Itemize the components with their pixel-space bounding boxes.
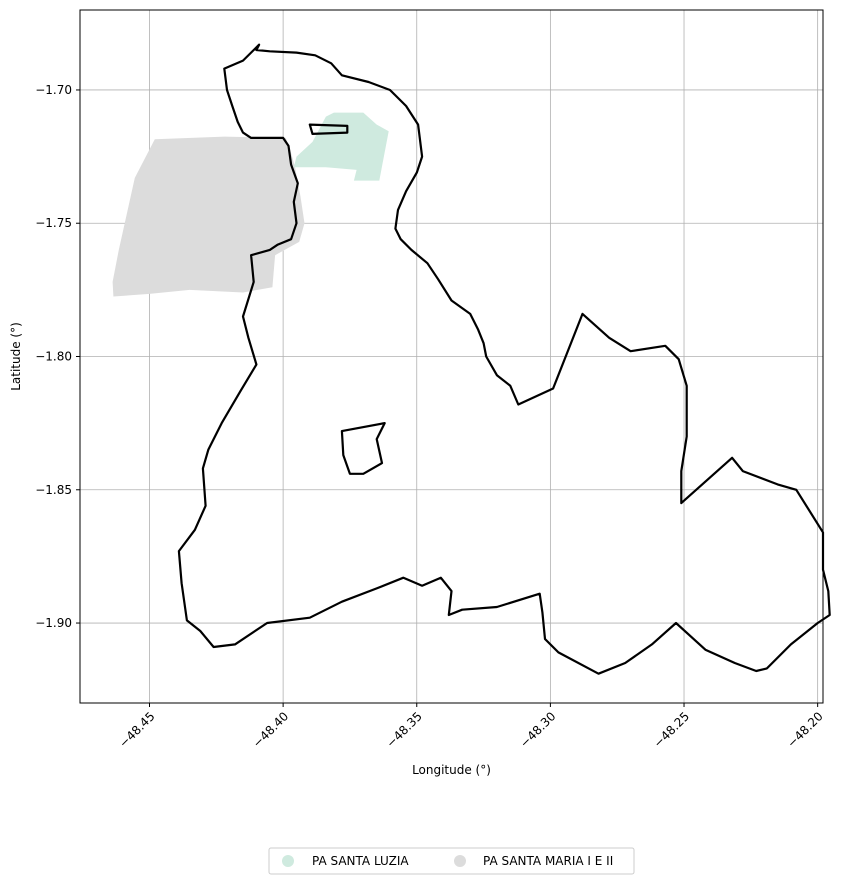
y-tick-label: −1.90	[35, 616, 72, 630]
x-tick-label: −48.20	[784, 709, 825, 750]
x-tick-label: −48.45	[116, 709, 157, 750]
y-tick-label: −1.75	[35, 216, 72, 230]
map-layers	[112, 43, 831, 675]
y-axis-label: Latitude (°)	[9, 322, 23, 391]
x-tick-label: −48.30	[517, 709, 558, 750]
legend-label-santa-maria: PA SANTA MARIA I E II	[483, 854, 613, 868]
grid-lines	[80, 10, 823, 703]
y-tick-label: −1.70	[35, 83, 72, 97]
legend-marker-santa-maria	[454, 855, 466, 867]
legend-box	[268, 847, 635, 875]
x-axis-label: Longitude (°)	[412, 763, 491, 777]
legend-label-santa-luzia: PA SANTA LUZIA	[312, 854, 409, 868]
map-polygon-municipality-outline	[177, 43, 831, 675]
legend-marker-santa-luzia	[282, 855, 294, 867]
map-polygon-pa-santa-maria-i-e-ii	[112, 136, 305, 297]
map-polygon-island-center	[340, 422, 386, 475]
map-polygon-island-north	[308, 123, 349, 135]
y-tick-label: −1.80	[35, 350, 72, 364]
y-tick-label: −1.85	[35, 483, 72, 497]
map-polygon-pa-santa-luzia	[293, 112, 389, 181]
x-tick-label: −48.25	[651, 709, 692, 750]
x-tick-label: −48.40	[250, 709, 291, 750]
x-tick-label: −48.35	[384, 709, 425, 750]
legend: PA SANTA LUZIA PA SANTA MARIA I E II	[268, 847, 635, 875]
